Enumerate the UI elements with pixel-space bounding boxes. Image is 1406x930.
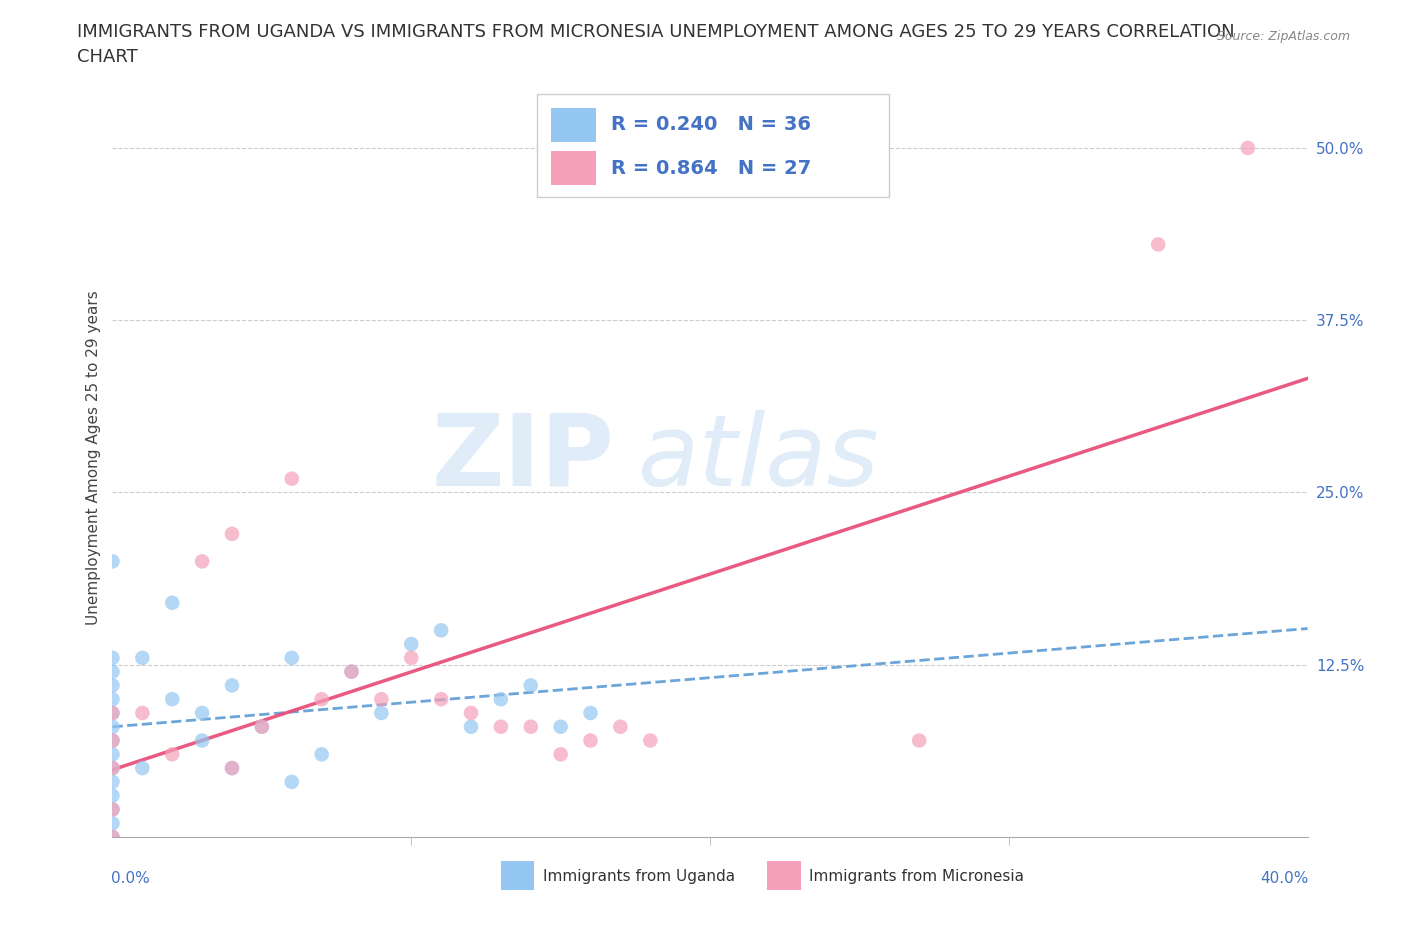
Point xyxy=(460,719,482,734)
Point xyxy=(1147,237,1170,252)
Point xyxy=(101,733,124,748)
Point xyxy=(191,706,214,721)
Point xyxy=(221,678,243,693)
Point xyxy=(281,775,304,790)
Point xyxy=(550,747,572,762)
Point xyxy=(370,706,392,721)
Point xyxy=(191,554,214,569)
FancyBboxPatch shape xyxy=(551,151,596,185)
Point xyxy=(340,664,363,679)
Point xyxy=(221,761,243,776)
Text: R = 0.240   N = 36: R = 0.240 N = 36 xyxy=(610,115,811,134)
Point xyxy=(101,733,124,748)
Y-axis label: Unemployment Among Ages 25 to 29 years: Unemployment Among Ages 25 to 29 years xyxy=(86,291,101,625)
Point xyxy=(489,692,512,707)
Point xyxy=(191,733,214,748)
Point xyxy=(101,664,124,679)
Text: IMMIGRANTS FROM UGANDA VS IMMIGRANTS FROM MICRONESIA UNEMPLOYMENT AMONG AGES 25 : IMMIGRANTS FROM UGANDA VS IMMIGRANTS FRO… xyxy=(77,23,1234,41)
Point xyxy=(101,747,124,762)
FancyBboxPatch shape xyxy=(768,861,801,890)
Point xyxy=(281,472,304,486)
FancyBboxPatch shape xyxy=(501,861,534,890)
Point xyxy=(221,761,243,776)
Point xyxy=(908,733,931,748)
Point xyxy=(101,706,124,721)
Text: 40.0%: 40.0% xyxy=(1260,871,1309,886)
Point xyxy=(101,678,124,693)
Point xyxy=(101,761,124,776)
Point xyxy=(311,692,333,707)
Point xyxy=(162,747,183,762)
Point xyxy=(430,692,453,707)
Point xyxy=(101,802,124,817)
Point xyxy=(131,706,153,721)
Point xyxy=(370,692,392,707)
Point xyxy=(401,637,423,652)
Point xyxy=(101,719,124,734)
Point xyxy=(250,719,273,734)
Text: Immigrants from Micronesia: Immigrants from Micronesia xyxy=(810,869,1024,883)
Point xyxy=(101,692,124,707)
Text: atlas: atlas xyxy=(638,409,880,507)
Point xyxy=(162,692,183,707)
Text: Immigrants from Uganda: Immigrants from Uganda xyxy=(543,869,735,883)
Point xyxy=(131,761,153,776)
Point xyxy=(101,650,124,665)
Text: Source: ZipAtlas.com: Source: ZipAtlas.com xyxy=(1216,30,1350,43)
Point xyxy=(101,789,124,804)
Point xyxy=(101,761,124,776)
Point xyxy=(101,706,124,721)
Point xyxy=(1237,140,1260,155)
Text: 0.0%: 0.0% xyxy=(111,871,150,886)
Point xyxy=(520,719,543,734)
Point xyxy=(401,650,423,665)
Point xyxy=(520,678,543,693)
Point xyxy=(101,816,124,830)
Point xyxy=(101,775,124,790)
Text: CHART: CHART xyxy=(77,48,138,66)
Point xyxy=(609,719,631,734)
Point xyxy=(101,830,124,844)
Point xyxy=(221,526,243,541)
Point xyxy=(640,733,662,748)
Point xyxy=(311,747,333,762)
Point xyxy=(550,719,572,734)
Point xyxy=(250,719,273,734)
FancyBboxPatch shape xyxy=(551,108,596,142)
FancyBboxPatch shape xyxy=(537,94,889,196)
Point xyxy=(460,706,482,721)
Point xyxy=(101,554,124,569)
Point xyxy=(340,664,363,679)
Point xyxy=(101,802,124,817)
Point xyxy=(579,733,602,748)
Point xyxy=(101,830,124,844)
Text: R = 0.864   N = 27: R = 0.864 N = 27 xyxy=(610,159,811,178)
Point xyxy=(579,706,602,721)
Text: ZIP: ZIP xyxy=(432,409,614,507)
Point xyxy=(281,650,304,665)
Point xyxy=(131,650,153,665)
Point xyxy=(489,719,512,734)
Point xyxy=(430,623,453,638)
Point xyxy=(162,595,183,610)
